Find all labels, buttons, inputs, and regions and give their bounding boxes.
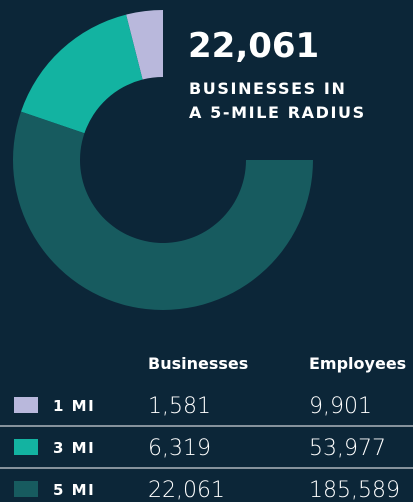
- cell-value: 53,977: [309, 436, 386, 461]
- cell-value: 22,061: [148, 478, 225, 502]
- legend-swatch: [14, 481, 38, 497]
- donut-segment: [13, 111, 314, 310]
- donut-segment: [126, 10, 163, 80]
- row-label: 5 MI: [53, 481, 95, 499]
- cell-value: 6,319: [148, 436, 211, 461]
- donut-segment: [21, 14, 143, 134]
- column-header: Businesses: [148, 354, 248, 373]
- row-label: 1 MI: [53, 397, 95, 415]
- caption: A 5-MILE RADIUS: [189, 103, 366, 122]
- legend-swatch: [14, 397, 38, 413]
- cell-value: 1,581: [148, 394, 211, 419]
- cell-value: 185,589: [309, 478, 400, 502]
- headline: 22,061: [188, 26, 319, 66]
- row-label: 3 MI: [53, 439, 95, 457]
- cell-value: 9,901: [309, 394, 372, 419]
- legend-swatch: [14, 439, 38, 455]
- column-header: Employees: [309, 354, 406, 373]
- caption: BUSINESSES IN: [189, 79, 346, 98]
